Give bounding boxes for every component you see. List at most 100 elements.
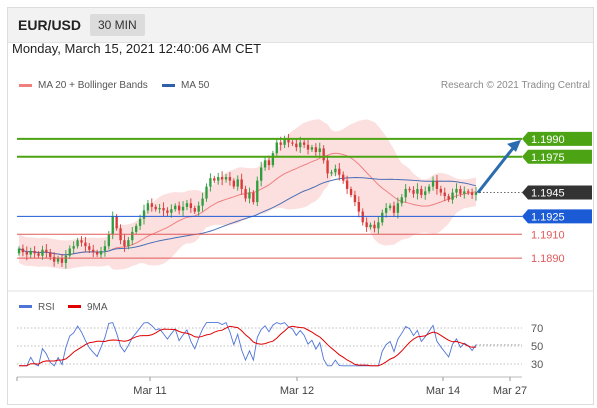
research-credit: Research © 2021 Trading Central (440, 80, 590, 91)
candle-body (135, 225, 138, 232)
ma50-swatch (162, 84, 175, 87)
candle-body (68, 248, 71, 256)
candle-body (263, 160, 267, 168)
candle-body (412, 190, 415, 194)
candle (334, 164, 337, 177)
candle-body (400, 197, 403, 204)
candle (338, 162, 341, 181)
candle (244, 185, 247, 202)
candle-body (259, 167, 263, 181)
candle (248, 187, 251, 204)
candle-body (158, 208, 161, 210)
candle (287, 133, 290, 148)
candle (205, 183, 208, 202)
candle-body (322, 148, 325, 161)
candle (470, 188, 474, 199)
candle (60, 254, 64, 267)
candle (381, 209, 384, 226)
rsi-ma-swatch (68, 305, 81, 308)
candle (259, 161, 263, 187)
candle-body (306, 144, 310, 150)
candle-body (365, 222, 368, 228)
level-value: 1.1910 (531, 229, 565, 241)
candle (197, 201, 200, 216)
x-tick-label: Mar 14 (426, 385, 460, 397)
candle (232, 178, 236, 189)
level-label-1.1910: 1.1910 (531, 229, 565, 241)
candle (369, 222, 372, 230)
candle-body (146, 203, 150, 211)
candle-body (52, 256, 56, 262)
candle-body (17, 248, 21, 254)
candle-body (353, 194, 357, 203)
candle (459, 185, 462, 197)
legend-ma50-label: MA 50 (181, 80, 210, 91)
legend-ma50: MA 50 (162, 80, 209, 91)
candle (365, 217, 368, 233)
candle (138, 214, 142, 230)
candle-body (287, 138, 290, 143)
rsi-level-label: 50 (531, 341, 543, 353)
candle-body (209, 178, 212, 187)
price-levels: 1.1990 1.1975 1.1945 1.1925 1.1910 1.1890 (17, 131, 592, 265)
candle (291, 140, 294, 147)
candle-body (334, 168, 337, 173)
candle-body (213, 178, 216, 181)
candle-body (381, 212, 384, 223)
candle-body (72, 246, 75, 249)
timeframe-badge[interactable]: 30 MIN (90, 14, 145, 36)
candle-body (228, 177, 232, 181)
ma50-line (18, 176, 477, 256)
candle-body (236, 179, 239, 187)
level-label-1.1890: 1.1890 (531, 253, 565, 265)
candle-body (240, 179, 243, 189)
candle (318, 142, 321, 158)
candle-body (291, 142, 294, 144)
candle (439, 185, 443, 196)
candle-body (142, 210, 146, 219)
candles (17, 133, 478, 269)
candle (384, 203, 388, 218)
candle-body (248, 192, 251, 199)
candle-body (127, 240, 130, 247)
rsi-line (19, 321, 477, 367)
candle (193, 205, 196, 214)
candle (174, 203, 177, 212)
candle-body (467, 191, 470, 193)
candle (240, 173, 243, 195)
candle-body (217, 177, 220, 181)
level-label-1.1990: 1.1990 (522, 131, 592, 146)
candle-body (408, 188, 411, 191)
candle-body (107, 234, 111, 247)
candle-body (138, 218, 142, 226)
candle (392, 201, 396, 217)
timestamp: Monday, March 15, 2021 12:40:06 AM CET (12, 41, 262, 56)
candle (252, 190, 255, 205)
rsi-legend: RSI (19, 302, 55, 313)
candle (209, 173, 212, 192)
x-tick-label: Mar 12 (280, 385, 314, 397)
candle (146, 200, 150, 214)
candle-body (435, 180, 439, 189)
candle (224, 173, 228, 183)
candle (306, 139, 310, 155)
candle (64, 250, 68, 269)
level-label-1.1975: 1.1975 (522, 149, 592, 164)
arrow-shaft (476, 145, 516, 194)
level-value: 1.1990 (531, 134, 565, 146)
rsi-legend-label: RSI (38, 302, 55, 313)
candle (56, 255, 60, 265)
candle (220, 171, 224, 186)
candle-body (338, 168, 341, 175)
candle-body (275, 142, 278, 154)
candle (135, 223, 138, 235)
candle-body (166, 210, 169, 213)
rsi-level-label: 30 (531, 359, 543, 371)
candle-body (310, 147, 314, 150)
candle-body (404, 188, 407, 198)
candle (37, 250, 40, 259)
candle (271, 150, 275, 168)
candle-body (283, 138, 286, 145)
candle (131, 226, 134, 246)
candle-body (369, 224, 372, 228)
